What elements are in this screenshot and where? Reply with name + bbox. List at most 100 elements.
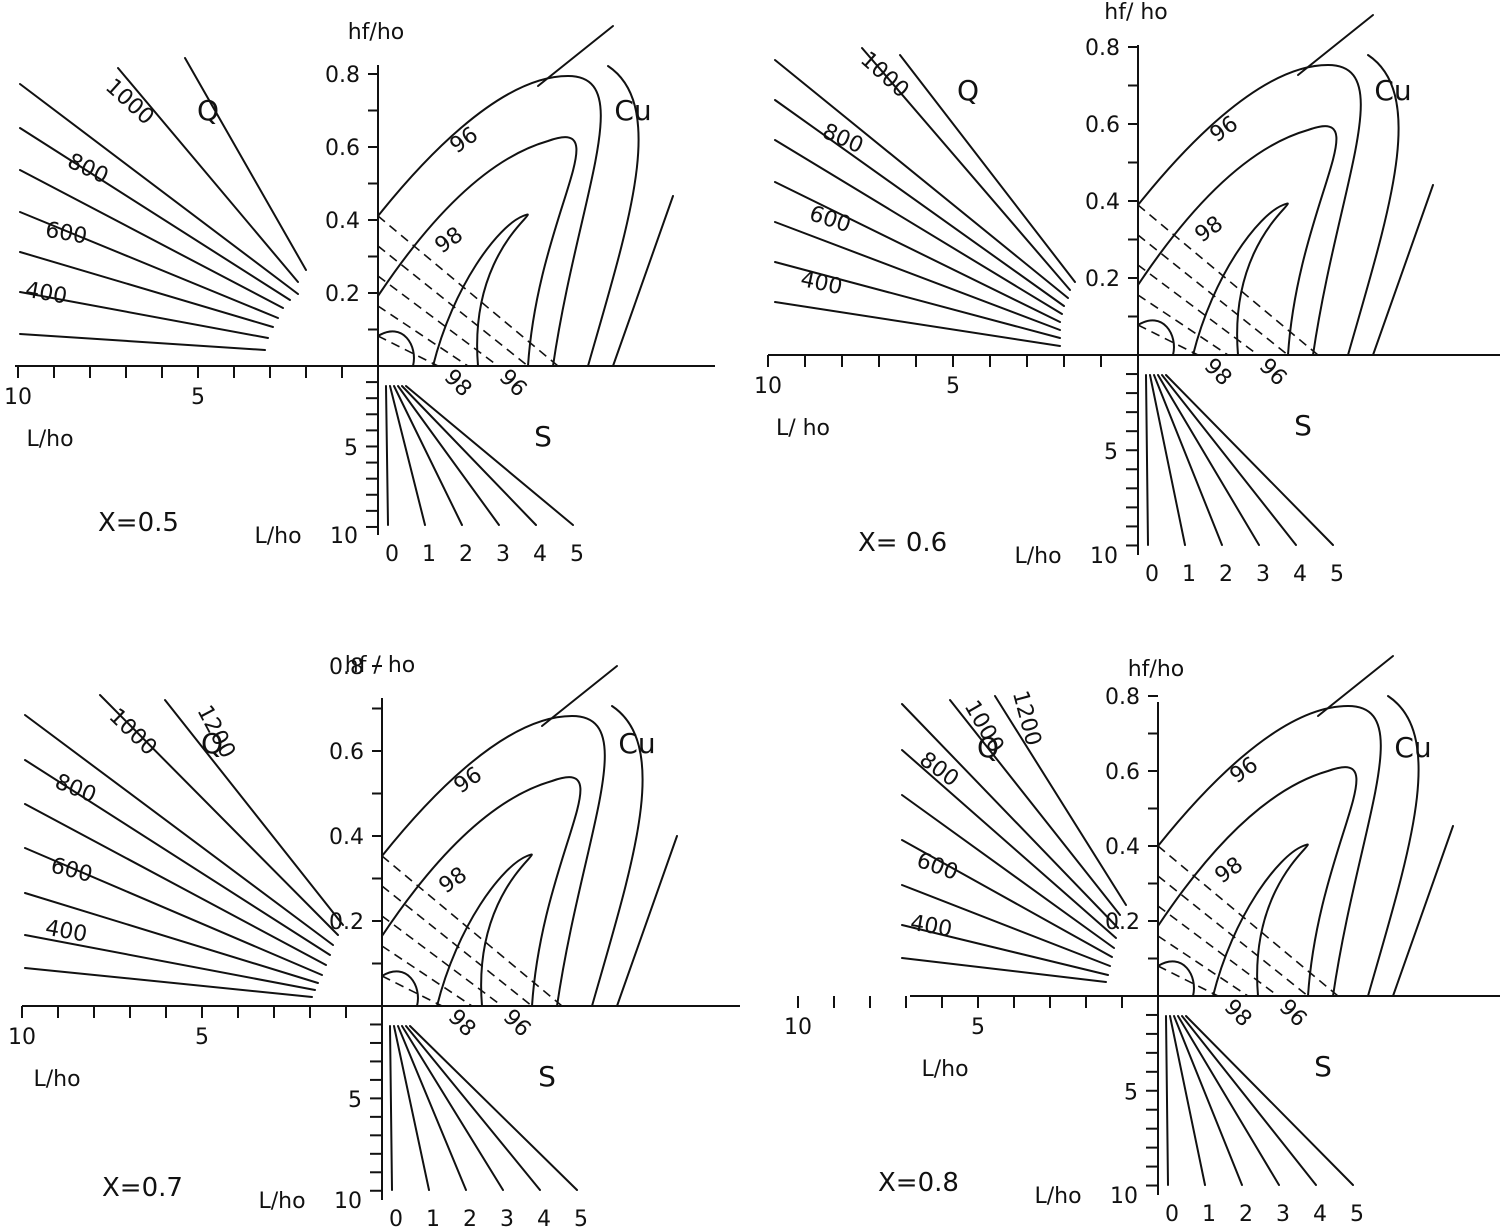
q-line xyxy=(901,839,1113,958)
cu-line xyxy=(616,835,678,1007)
q-line xyxy=(24,892,319,984)
left-x-axis-title: L/ ho xyxy=(776,416,830,441)
s-line-label: 1 xyxy=(426,1207,440,1231)
s-line xyxy=(1169,1015,1206,1186)
s-line-label: 2 xyxy=(463,1207,477,1231)
cu-line xyxy=(1297,14,1374,76)
q-line-label: 1000 xyxy=(104,704,162,761)
panel-label: X= 0.6 xyxy=(858,528,947,558)
q-line xyxy=(24,847,323,976)
s-line xyxy=(1161,374,1297,546)
s-line-label: 2 xyxy=(459,542,473,567)
cu-dashed-line xyxy=(1137,204,1319,356)
s-line xyxy=(1153,374,1223,546)
left-tick-label: 10 xyxy=(4,385,32,410)
lower-tick-label: 10 xyxy=(334,1189,362,1214)
lower-x-axis-title: L/ho xyxy=(1034,1184,1081,1209)
left-tick-label: 5 xyxy=(191,385,205,410)
s-line xyxy=(389,385,426,526)
q-line xyxy=(24,934,316,991)
q-line xyxy=(774,301,1061,347)
s-line-label: 1 xyxy=(1202,1202,1216,1227)
cu-contour-label: 98 xyxy=(435,862,472,899)
q-line-label: 600 xyxy=(913,848,961,886)
s-line-label: 2 xyxy=(1239,1202,1253,1227)
panel-label: X=0.7 xyxy=(102,1173,183,1203)
hf-tick-label: 0.4 xyxy=(1085,190,1120,215)
s-line xyxy=(1165,1015,1169,1186)
q-line-label: 800 xyxy=(51,770,99,809)
cu-axis-label: 96 xyxy=(498,1005,535,1042)
s-line xyxy=(389,1025,393,1191)
left-tick-label: 5 xyxy=(946,374,960,399)
left-x-axis-title: L/ho xyxy=(33,1067,80,1092)
lower-tick-label: 10 xyxy=(1110,1184,1138,1209)
hf-tick-label: 0.8 xyxy=(329,655,364,680)
q-line xyxy=(774,261,1061,339)
s-line xyxy=(397,385,500,526)
cu-contour-label: 96 xyxy=(450,762,487,799)
q-line xyxy=(19,169,284,309)
cu-contour-label: 96 xyxy=(1206,111,1243,148)
cu-contour-96-outer xyxy=(1347,54,1400,356)
lower-tick-label: 5 xyxy=(344,436,358,461)
s-line xyxy=(393,1025,430,1191)
q-line xyxy=(774,99,1065,307)
s-line xyxy=(385,385,389,526)
cu-contour-label: 96 xyxy=(1226,752,1263,789)
lower-tick-label: 5 xyxy=(1124,1081,1138,1106)
hf-tick-label: 0.2 xyxy=(325,282,360,307)
quadrant-s-label: S xyxy=(1294,409,1312,442)
s-line-label: 5 xyxy=(1330,562,1344,587)
q-line xyxy=(19,291,269,339)
quadrant-cu-label: Cu xyxy=(618,727,655,760)
hf-tick-label: 0.8 xyxy=(1105,685,1140,710)
q-line-label: 800 xyxy=(818,119,867,159)
lower-tick-label: 5 xyxy=(348,1088,362,1113)
q-line xyxy=(901,884,1111,967)
s-line-label: 2 xyxy=(1219,562,1233,587)
s-line-label: 1 xyxy=(1182,562,1196,587)
q-line-label: 1200 xyxy=(1007,688,1046,749)
hf-tick-label: 0.4 xyxy=(1105,835,1140,860)
cu-contour-98-outer xyxy=(1137,125,1338,356)
s-line-label: 0 xyxy=(389,1207,403,1231)
cu-line xyxy=(1317,655,1394,717)
lower-tick-label: 10 xyxy=(330,524,358,549)
s-line-label: 3 xyxy=(496,542,510,567)
s-line xyxy=(1149,374,1186,546)
left-tick-label: 5 xyxy=(195,1025,209,1050)
q-line xyxy=(19,211,279,319)
cu-small-loop xyxy=(377,330,415,367)
cu-dashed-line xyxy=(1157,965,1219,997)
cu-axis-label: 98 xyxy=(1199,354,1236,391)
q-line-label: 1000 xyxy=(855,47,913,103)
q-line xyxy=(901,749,1117,939)
hf-tick-label: 0.2 xyxy=(1105,910,1140,935)
q-line xyxy=(24,803,327,966)
panel-label: X=0.8 xyxy=(878,1168,959,1198)
panel-label: X=0.5 xyxy=(98,508,179,538)
s-line xyxy=(405,385,574,526)
hf-tick-label: 0.4 xyxy=(329,825,364,850)
q-line xyxy=(901,794,1115,949)
s-line-label: 0 xyxy=(1165,1202,1179,1227)
left-tick-label: 10 xyxy=(754,374,782,399)
cu-contour-96 xyxy=(1137,63,1362,356)
cu-contour-98-outer xyxy=(381,776,582,1007)
cu-small-loop xyxy=(381,970,419,1007)
cu-axis-label: 98 xyxy=(439,365,476,402)
q-line xyxy=(899,54,1076,283)
y-axis-title: hf / ho xyxy=(345,653,416,678)
quadrant-s-label: S xyxy=(534,420,552,453)
cu-small-loop xyxy=(1137,319,1175,356)
q-line xyxy=(994,695,1127,906)
cu-dashed-line xyxy=(377,335,439,367)
hf-tick-label: 0.8 xyxy=(325,63,360,88)
s-line-label: 4 xyxy=(1313,1202,1327,1227)
q-line-label: 600 xyxy=(806,201,854,238)
y-axis-title: hf/ho xyxy=(1128,657,1185,682)
q-line xyxy=(774,139,1063,315)
s-line xyxy=(1145,374,1149,546)
q-line xyxy=(774,181,1061,323)
